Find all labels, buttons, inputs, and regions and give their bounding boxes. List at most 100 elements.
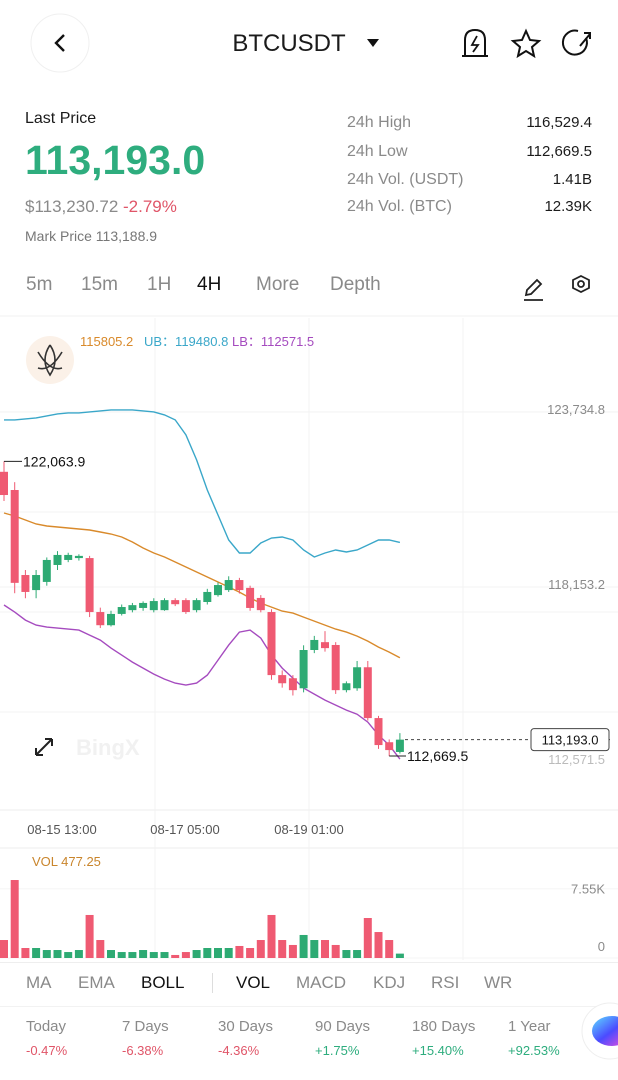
period-change: -6.38% [122,1043,164,1058]
symbol-dropdown[interactable] [367,39,379,47]
indicator-tab[interactable]: VOL [236,973,271,992]
watermark: BingX [76,735,140,760]
timeframe-tab[interactable]: Depth [330,274,381,295]
assistant-button[interactable] [570,995,618,1070]
period-label: Today [26,1018,67,1035]
low-label: 112,669.5 [407,748,468,764]
alert-bolt [470,35,480,53]
period-change: +1.75% [315,1043,360,1058]
tab-divider [212,973,213,993]
volume-bar [64,952,73,958]
volume-bar [171,954,180,958]
draw-icon[interactable] [524,278,543,301]
period-label: 30 Days [218,1018,274,1035]
volume-bar [10,880,19,958]
indicator-icon [26,336,74,384]
x-tick-label: 08-17 05:00 [150,822,219,837]
indicator-tab[interactable]: EMA [78,973,115,992]
boll-legend: UB：119480.8 [144,334,228,349]
header-icons [30,13,591,73]
stat-value: 1.41B [552,171,592,188]
candle-body [10,490,19,583]
boll-line [3,512,401,659]
volume-bar [374,932,383,958]
timeframe-tab[interactable]: 4H [197,274,222,295]
candle-body [353,667,362,689]
usd-value: $113,230.72 [25,197,119,216]
indicator-tab[interactable]: MACD [296,973,347,992]
indicator-icon-glyph [37,344,63,377]
candle-body [42,559,51,582]
last-price-label: 113,193.0 [542,733,599,748]
indicator-tab[interactable]: RSI [431,973,460,992]
candle-body [310,639,319,650]
candle-body [385,742,394,751]
candle-body [171,600,180,605]
last-price-box [530,728,610,752]
volume-bar [395,953,404,958]
candle-body [53,554,62,565]
volume-bar [160,952,169,958]
candle-body [181,600,190,613]
volume-bar [107,950,115,958]
volume-bar [256,940,265,958]
volume-bar [235,945,244,958]
alert-icon[interactable] [462,28,488,57]
indicator-tab[interactable]: BOLL [141,973,185,992]
lb-axis-label: 112,571.5 [548,752,605,767]
period-change: -0.47% [26,1043,68,1058]
candle-body [246,587,255,608]
symbol[interactable]: BTCUSDT [232,30,346,57]
chart: 123,734.8 118,153.2 BingX 115805.2 UB：119480… [0,318,618,960]
boll-legend: LB：112571.5 [232,334,314,349]
x-tick-label: 08-19 01:00 [274,822,343,837]
stat-value: 112,669.5 [526,143,592,160]
candle-body [331,644,340,691]
stat-label: 24h Vol. (USDT) [347,171,464,188]
candle-body [74,555,83,559]
timeframe-tab[interactable]: 15m [81,274,118,295]
volume-bar [203,948,212,958]
mark-price: Mark Price 113,188.9 [25,228,158,244]
stat-value: 12.39K [544,198,592,215]
stat-label: 24h Vol. (BTC) [347,198,452,215]
volume-bar [310,940,319,958]
share-icon[interactable] [561,29,588,56]
candle-body [395,739,404,752]
volume-bar [32,948,41,958]
indicator-tab[interactable]: MA [26,973,52,992]
candle-body [203,591,212,602]
timeframe-tab[interactable]: More [256,274,300,295]
volume-bar [96,940,105,958]
volume-bar [21,948,30,958]
favorite-icon[interactable] [510,28,542,59]
back-button[interactable] [30,13,90,73]
plot: 123,734.8 118,153.2 BingX 115805.2 UB：119480… [0,334,610,958]
candle-body [267,612,276,676]
candle-body [299,650,308,689]
candle-body [139,602,148,608]
settings-icon[interactable] [572,274,590,294]
candle-body [235,580,244,591]
expand-icon[interactable] [35,738,53,756]
volume-tick-label: 7.55K [571,882,605,897]
candle-body [64,554,73,560]
indicator-tab[interactable]: WR [484,973,513,992]
volume-bar [342,950,351,958]
period-label: 1 Year [508,1018,551,1035]
candle-body [224,580,233,591]
candle-body [374,718,383,746]
timeframe-tab[interactable]: 5m [26,274,53,295]
candle-body [256,597,265,611]
indicator-tab[interactable]: KDJ [373,973,406,992]
usd-price: $113,230.72 -2.79% [25,198,177,215]
boll-line [4,409,401,558]
candle-body [149,601,158,611]
separator [0,1006,618,1007]
volume-bar [181,952,190,958]
volume-bar [385,940,394,958]
timeframe-tab[interactable]: 1H [147,274,172,295]
candle-body [32,575,41,591]
candle-body [321,642,329,649]
